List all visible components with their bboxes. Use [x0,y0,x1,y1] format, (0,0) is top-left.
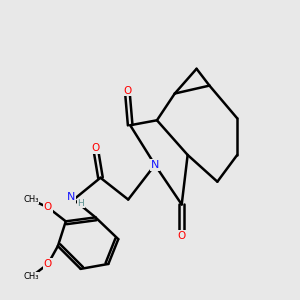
Text: O: O [44,202,52,212]
Text: O: O [92,143,100,153]
Text: N: N [67,192,75,202]
Text: CH₃: CH₃ [23,272,39,281]
Text: O: O [178,231,186,241]
Text: H: H [78,199,84,208]
Text: CH₃: CH₃ [23,195,39,204]
Text: N: N [151,160,159,170]
Text: O: O [44,259,52,269]
Text: O: O [123,85,131,96]
